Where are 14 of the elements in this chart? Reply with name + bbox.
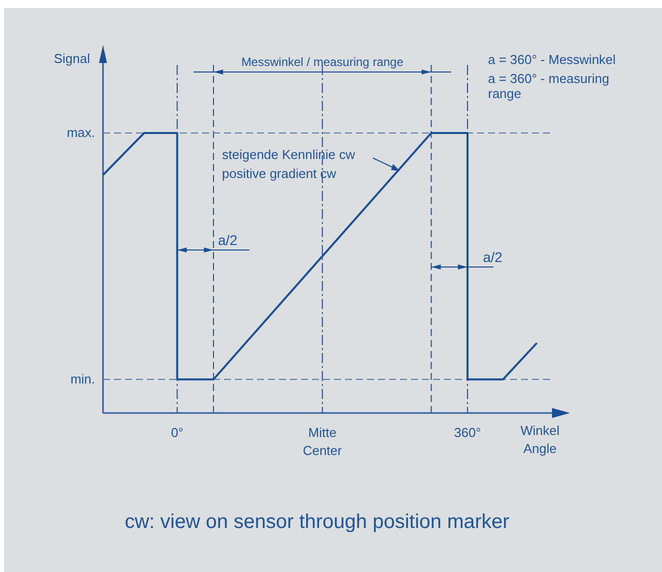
x-axis-title: Winkel Angle bbox=[520, 423, 560, 456]
x-tick-label: Mitte Center bbox=[302, 425, 343, 458]
ref-line-label: min. bbox=[70, 371, 95, 386]
text: a = 360° - measuring range bbox=[488, 71, 610, 101]
annotation: a/2 bbox=[218, 232, 238, 248]
text: cw: view on sensor through position marker bbox=[124, 511, 510, 533]
x-tick-label: 360° bbox=[454, 425, 481, 440]
annotation: a/2 bbox=[483, 249, 503, 265]
ref-line-label: max. bbox=[66, 125, 95, 140]
annotation: steigende Kennlinie cw positive gradient cw bbox=[222, 147, 356, 181]
text: Messwinkel / measuring range bbox=[241, 55, 404, 69]
text: Signal bbox=[54, 51, 90, 66]
x-tick-label: 0° bbox=[170, 425, 184, 440]
text: a = 360° - Messwinkel bbox=[488, 52, 616, 67]
